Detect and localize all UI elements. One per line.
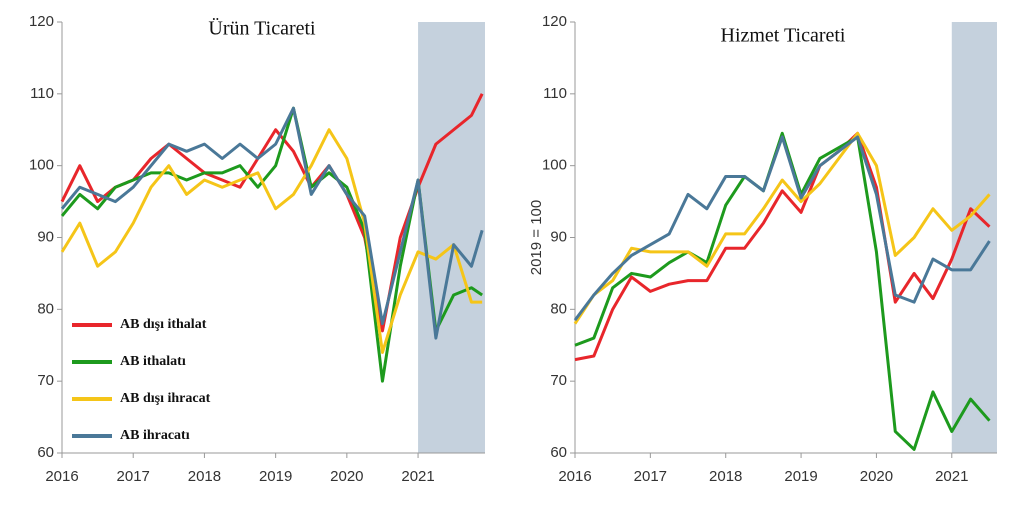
x-tick-label: 2019 xyxy=(784,468,817,485)
y-tick-label: 90 xyxy=(550,228,567,245)
series-line xyxy=(574,131,991,362)
x-tick-label: 2021 xyxy=(401,468,434,485)
y-tick-label: 70 xyxy=(550,372,567,389)
forecast-shade xyxy=(418,22,485,453)
x-tick-label: 2020 xyxy=(330,468,363,485)
y-tick-label: 100 xyxy=(542,157,567,174)
x-tick-label: 2017 xyxy=(117,468,150,485)
series-line xyxy=(60,128,483,354)
y-tick-label: 80 xyxy=(550,300,567,317)
series-line xyxy=(573,131,991,325)
chart: 60 70 80 90 100 110 120 2016 2017 2018 2019 2020 202… xyxy=(528,13,997,485)
x-tick-label: 2019 xyxy=(259,468,292,485)
y-axis-label: 2019 = 100 xyxy=(528,200,545,276)
series-line xyxy=(574,131,991,451)
chart-title: Hizmet Ticareti xyxy=(721,25,846,47)
x-tick-label: 2017 xyxy=(634,468,667,485)
x-tick-label: 2016 xyxy=(558,468,591,485)
y-tick-label: 60 xyxy=(550,444,567,461)
y-tick-label: 80 xyxy=(37,300,54,317)
chart: 60 70 80 90 100 110 120 2016 2017 2018 2019 2020 202… xyxy=(29,13,485,485)
y-tick-label: 110 xyxy=(30,85,54,102)
legend-label: AB dışı ihracat xyxy=(120,391,211,406)
x-tick-label: 2020 xyxy=(860,468,893,485)
series-line xyxy=(573,135,991,322)
chart-title: Ürün Ticareti xyxy=(208,17,316,40)
x-tick-label: 2018 xyxy=(709,468,742,485)
y-tick-label: 100 xyxy=(29,157,54,174)
y-tick-label: 120 xyxy=(542,13,567,30)
y-tick-label: 60 xyxy=(37,444,54,461)
legend-label: AB ithalatı xyxy=(120,354,186,369)
y-tick-label: 120 xyxy=(29,13,54,30)
series-line xyxy=(60,106,484,340)
y-tick-label: 90 xyxy=(37,228,54,245)
x-tick-label: 2018 xyxy=(188,468,221,485)
y-tick-label: 110 xyxy=(543,85,567,102)
y-tick-label: 70 xyxy=(37,372,54,389)
legend-label: AB ihracatı xyxy=(120,428,190,443)
x-tick-label: 2021 xyxy=(935,468,968,485)
x-tick-label: 2016 xyxy=(45,468,78,485)
legend-label: AB dışı ithalat xyxy=(120,317,207,332)
